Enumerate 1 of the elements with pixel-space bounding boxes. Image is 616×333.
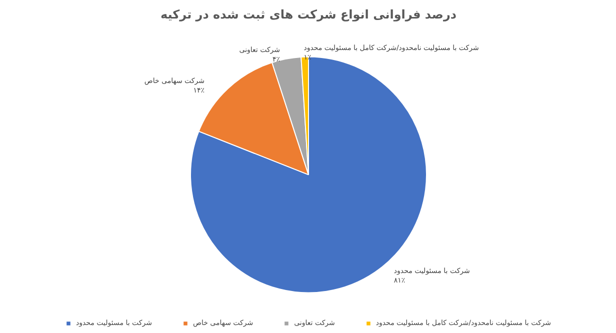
chart-title: درصد فراوانی انواع شرکت های ثبت شده در ترکیه bbox=[160, 8, 457, 22]
